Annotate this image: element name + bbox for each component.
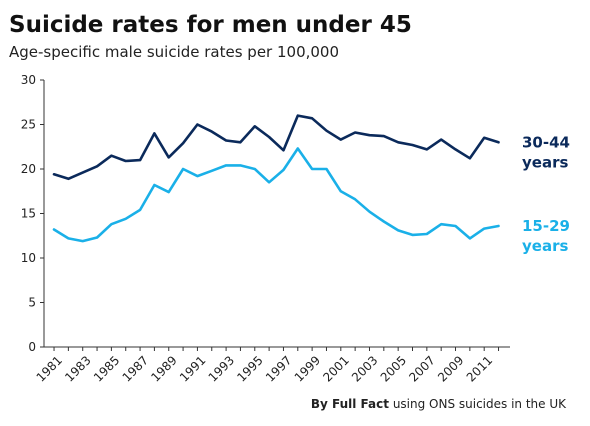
series-layer: [52, 114, 500, 243]
y-tick-label: 20: [21, 162, 36, 176]
x-tick-label: 1997: [263, 353, 294, 384]
source-credit: By Full Fact using ONS suicides in the U…: [311, 397, 566, 411]
series-label-2-line-1: 15-29: [522, 217, 570, 235]
y-tick-label: 5: [28, 296, 36, 310]
chart-subtitle: Age-specific male suicide rates per 100,…: [9, 43, 340, 61]
series-label-2-line-2: years: [522, 237, 568, 255]
x-tick-label: 1981: [34, 353, 65, 384]
x-tick-label: 2001: [320, 353, 351, 384]
x-tick-label: 2007: [406, 353, 437, 384]
y-tick-label: 15: [21, 207, 36, 221]
chart-title: Suicide rates for men under 45: [9, 12, 412, 38]
x-tick-label: 1993: [206, 353, 237, 384]
credit-author: By Full Fact: [310, 397, 389, 411]
series-line-1: [52, 114, 500, 181]
x-tick-label: 1987: [120, 353, 151, 384]
x-tick-label: 1989: [148, 353, 179, 384]
x-tick-label: 2003: [349, 353, 380, 384]
x-tick-label: 1991: [177, 353, 208, 384]
y-axis: 0 5 10 15 20 25 30: [21, 73, 45, 354]
x-tick-label: 1995: [234, 353, 265, 384]
series-label-1-line-2: years: [522, 153, 568, 171]
x-tick-label: 1985: [91, 353, 122, 384]
credit-source: using ONS suicides in the UK: [389, 397, 566, 411]
y-tick-label: 10: [21, 251, 36, 265]
series-line-2: [52, 147, 500, 243]
x-tick-label: 1999: [292, 353, 323, 384]
x-tick-label: 2005: [378, 353, 409, 384]
x-tick-label: 2009: [435, 353, 466, 384]
series-label-1-line-1: 30-44: [522, 133, 570, 151]
x-tick-label: 2011: [464, 353, 495, 384]
x-axis: 1981198319851987198919911993199519971999…: [34, 346, 510, 385]
y-tick-label: 25: [21, 118, 36, 132]
y-tick-label: 30: [21, 73, 36, 87]
y-tick-label: 0: [28, 340, 36, 354]
series-labels: 30-44 years 15-29 years: [522, 133, 570, 255]
x-tick-label: 1983: [62, 353, 93, 384]
